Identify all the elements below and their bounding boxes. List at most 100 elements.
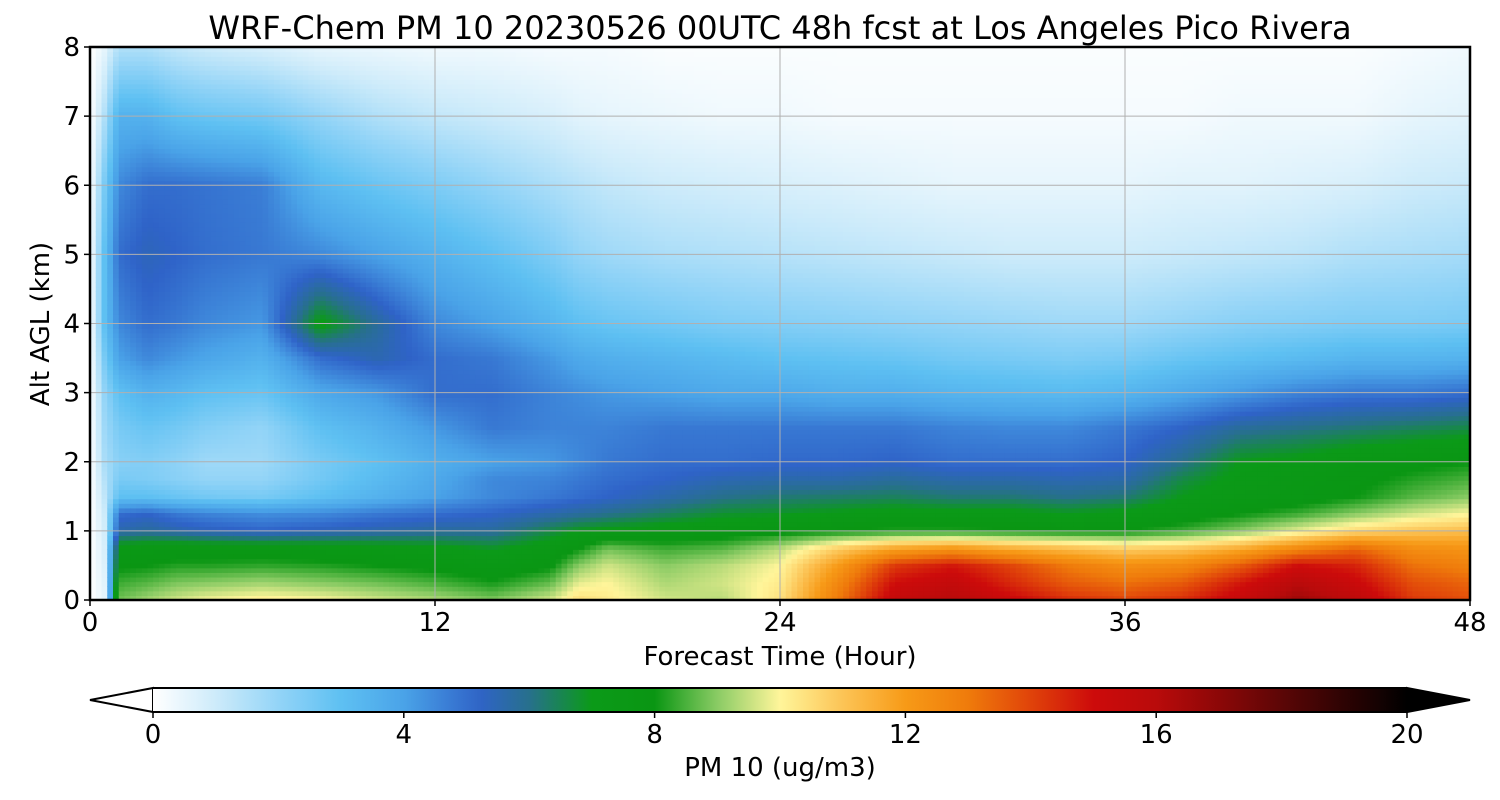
heatmap-cell	[234, 568, 240, 573]
heatmap-cell	[142, 208, 148, 213]
heatmap-cell	[234, 462, 240, 467]
heatmap-cell	[297, 190, 303, 195]
heatmap-cell	[176, 93, 182, 98]
heatmap-cell	[102, 508, 108, 513]
heatmap-cell	[274, 485, 280, 490]
heatmap-cell	[142, 365, 148, 370]
heatmap-cell	[217, 300, 223, 305]
heatmap-cell	[130, 356, 136, 361]
heatmap-cell	[102, 144, 108, 149]
heatmap-cell	[303, 503, 309, 508]
heatmap-cell	[182, 231, 188, 236]
heatmap-cell	[199, 56, 205, 61]
heatmap-cell	[251, 148, 257, 153]
heatmap-cell	[182, 130, 188, 135]
heatmap-cell	[274, 554, 280, 559]
heatmap-cell	[113, 383, 119, 388]
heatmap-cell	[297, 342, 303, 347]
heatmap-cell	[153, 425, 159, 430]
heatmap-cell	[182, 471, 188, 476]
heatmap-cell	[113, 282, 119, 287]
heatmap-cell	[199, 277, 205, 282]
heatmap-cell	[297, 310, 303, 315]
heatmap-cell	[326, 324, 332, 329]
heatmap-cell	[136, 411, 142, 416]
heatmap-cell	[309, 208, 315, 213]
heatmap-cell	[119, 218, 125, 223]
heatmap-cell	[199, 153, 205, 158]
heatmap-cell	[303, 476, 309, 481]
heatmap-cell	[199, 397, 205, 402]
heatmap-cell	[153, 453, 159, 458]
heatmap-cell	[148, 268, 154, 273]
heatmap-cell	[130, 568, 136, 573]
heatmap-cell	[297, 453, 303, 458]
heatmap-cell	[245, 582, 251, 587]
heatmap-cell	[142, 489, 148, 494]
heatmap-cell	[96, 476, 102, 481]
heatmap-cell	[159, 116, 165, 121]
heatmap-cell	[188, 535, 194, 540]
heatmap-cell	[268, 98, 274, 103]
heatmap-cell	[153, 227, 159, 232]
heatmap-cell	[182, 512, 188, 517]
heatmap-cell	[211, 153, 217, 158]
heatmap-cell	[205, 241, 211, 246]
heatmap-cell	[280, 291, 286, 296]
heatmap-cell	[130, 328, 136, 333]
heatmap-cell	[125, 508, 131, 513]
heatmap-cell	[222, 489, 228, 494]
heatmap-cell	[268, 231, 274, 236]
heatmap-cell	[303, 204, 309, 209]
heatmap-cell	[234, 517, 240, 522]
heatmap-cell	[280, 121, 286, 126]
heatmap-cell	[211, 282, 217, 287]
heatmap-cell	[205, 98, 211, 103]
heatmap-cell	[297, 162, 303, 167]
heatmap-cell	[297, 167, 303, 172]
heatmap-cell	[314, 540, 320, 545]
heatmap-cell	[228, 503, 234, 508]
heatmap-cell	[153, 296, 159, 301]
heatmap-cell	[326, 480, 332, 485]
heatmap-cell	[171, 88, 177, 93]
heatmap-cell	[297, 448, 303, 453]
heatmap-cell	[165, 586, 171, 591]
heatmap-cell	[136, 107, 142, 112]
heatmap-cell	[148, 273, 154, 278]
heatmap-cell	[222, 213, 228, 218]
heatmap-cell	[268, 508, 274, 513]
heatmap-cell	[286, 512, 292, 517]
heatmap-cell	[176, 374, 182, 379]
heatmap-cell	[182, 52, 188, 57]
heatmap-cell	[309, 291, 315, 296]
heatmap-cell	[314, 254, 320, 259]
heatmap-cell	[240, 158, 246, 163]
heatmap-cell	[263, 383, 269, 388]
heatmap-cell	[165, 370, 171, 375]
heatmap-cell	[228, 416, 234, 421]
heatmap-cell	[268, 554, 274, 559]
heatmap-cell	[130, 383, 136, 388]
heatmap-cell	[240, 429, 246, 434]
heatmap-cell	[165, 102, 171, 107]
heatmap-cell	[130, 65, 136, 70]
heatmap-cell	[309, 277, 315, 282]
heatmap-cell	[113, 190, 119, 195]
heatmap-cell	[182, 65, 188, 70]
heatmap-cell	[211, 208, 217, 213]
heatmap-cell	[309, 204, 315, 209]
heatmap-cell	[199, 324, 205, 329]
heatmap-cell	[240, 333, 246, 338]
heatmap-cell	[320, 56, 326, 61]
heatmap-cell	[102, 383, 108, 388]
heatmap-cell	[211, 227, 217, 232]
heatmap-cell	[240, 296, 246, 301]
heatmap-cell	[136, 342, 142, 347]
heatmap-cell	[125, 397, 131, 402]
heatmap-cell	[136, 185, 142, 190]
heatmap-cell	[113, 535, 119, 540]
heatmap-cell	[96, 499, 102, 504]
heatmap-cell	[234, 121, 240, 126]
heatmap-cell	[286, 314, 292, 319]
